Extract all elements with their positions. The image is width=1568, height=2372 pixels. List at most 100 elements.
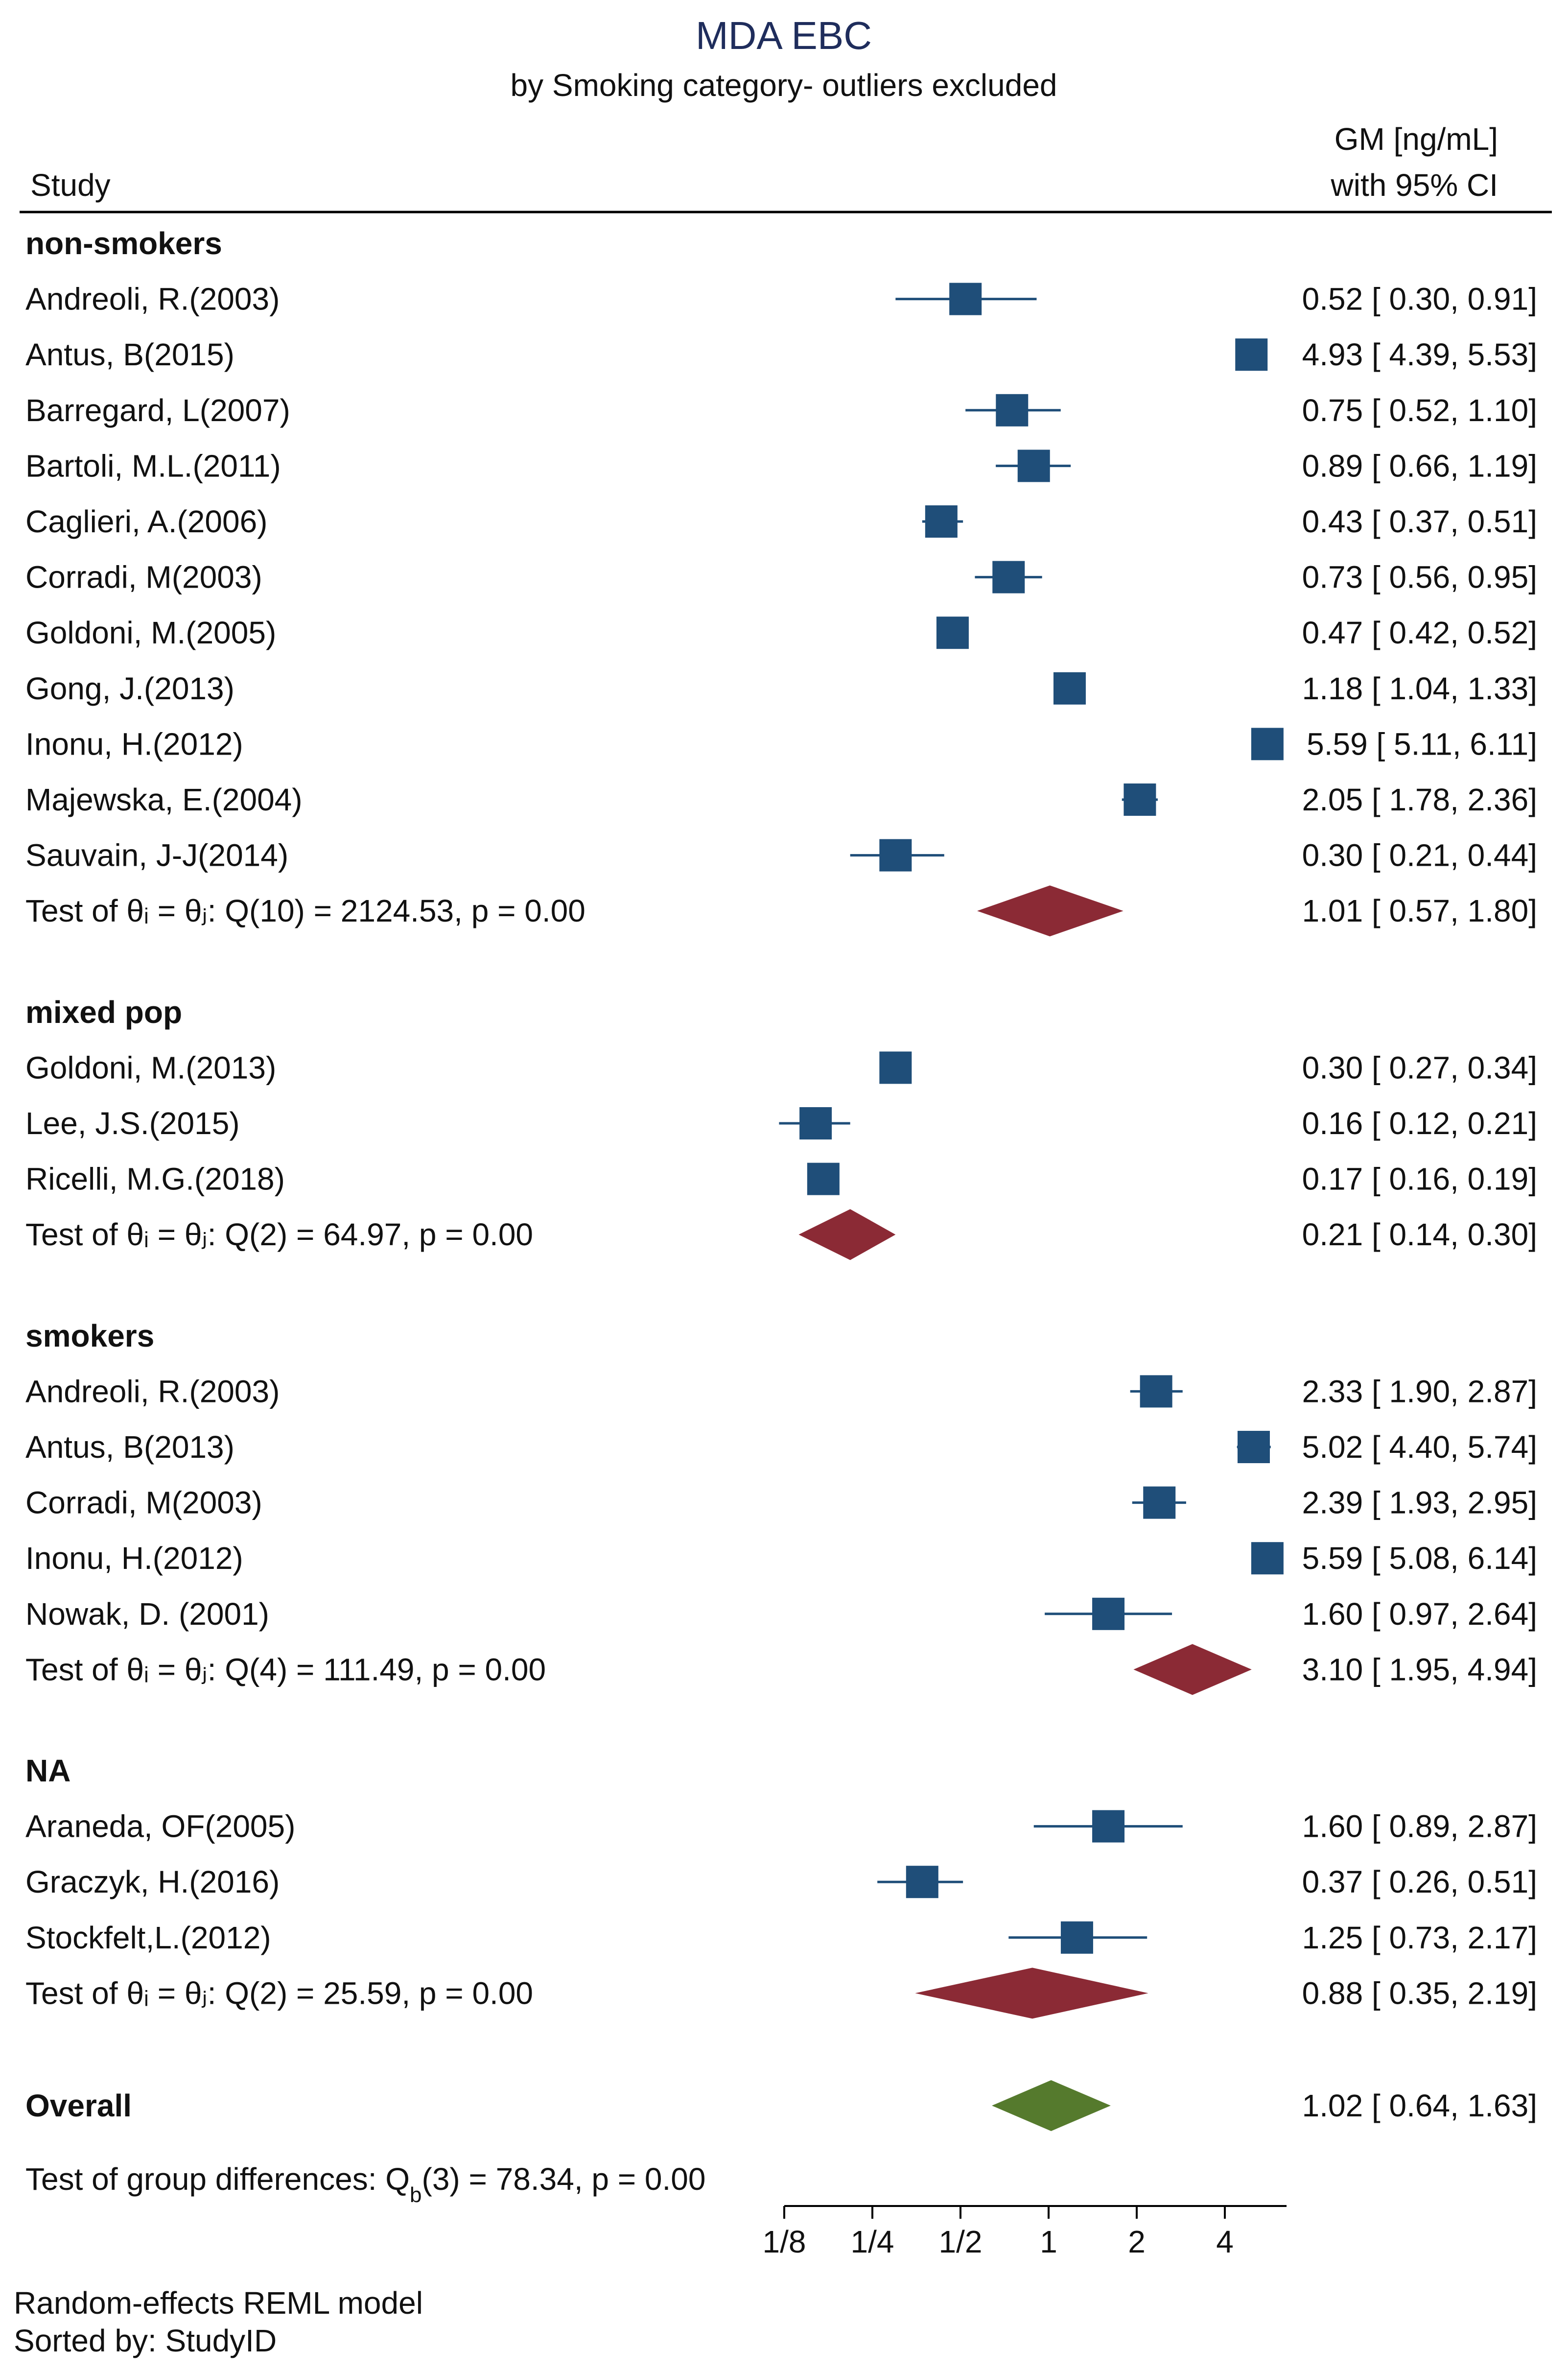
effect-column-header-line1: GM [ng/mL] <box>1334 121 1498 157</box>
study-row: Gong, J.(2013) 1.18 [ 1.04, 1.33] <box>25 671 1537 706</box>
study-marker <box>1237 1431 1270 1463</box>
study-label: Inonu, H.(2012) <box>25 726 243 761</box>
x-tick-label: 4 <box>1216 2224 1234 2259</box>
study-row: Andreoli, R.(2003) 2.33 [ 1.90, 2.87] <box>25 1374 1537 1409</box>
study-row: Stockfelt,L.(2012) 1.25 [ 0.73, 2.17] <box>25 1920 1537 1955</box>
study-marker <box>1123 783 1156 816</box>
study-label: Antus, B(2013) <box>25 1429 234 1465</box>
subgroup-diamond <box>1133 1644 1252 1695</box>
study-marker <box>936 617 969 649</box>
heterogeneity-test: Test of θᵢ = θⱼ: Q(2) = 64.97, p = 0.00 <box>25 1217 533 1252</box>
study-label: Inonu, H.(2012) <box>25 1541 243 1576</box>
study-row: Andreoli, R.(2003) 0.52 [ 0.30, 0.91] <box>25 282 1537 317</box>
estimate-text: 1.60 [ 0.97, 2.64] <box>1302 1596 1537 1632</box>
overall-diamond <box>992 2080 1111 2131</box>
study-row: Graczyk, H.(2016) 0.37 [ 0.26, 0.51] <box>25 1864 1537 1899</box>
estimate-text: 0.37 [ 0.26, 0.51] <box>1302 1864 1537 1899</box>
study-row: Araneda, OF(2005) 1.60 [ 0.89, 2.87] <box>25 1809 1537 1844</box>
estimate-text: 0.75 [ 0.52, 1.10] <box>1302 393 1537 428</box>
study-label: Caglieri, A.(2006) <box>25 504 267 539</box>
subgroup-diamond <box>798 1209 896 1260</box>
study-label: Andreoli, R.(2003) <box>25 1374 280 1409</box>
study-row: Nowak, D. (2001) 1.60 [ 0.97, 2.64] <box>25 1596 1537 1632</box>
subgroup-diamond <box>977 885 1123 937</box>
study-label: Antus, B(2015) <box>25 337 234 372</box>
study-label: Majewska, E.(2004) <box>25 782 303 817</box>
estimate-text: 1.25 [ 0.73, 2.17] <box>1302 1920 1537 1955</box>
x-axis: 1/8 1/4 1/2 1 2 4 <box>763 2205 1287 2259</box>
study-label: Corradi, M(2003) <box>25 560 262 595</box>
study-marker <box>799 1107 832 1139</box>
sort-note: Sorted by: StudyID <box>14 2323 277 2358</box>
group-heading: smokers <box>25 1318 154 1353</box>
study-marker <box>992 561 1025 593</box>
study-row: Antus, B(2015) 4.93 [ 4.39, 5.53] <box>25 337 1537 372</box>
estimate-text: 1.18 [ 1.04, 1.33] <box>1302 671 1537 706</box>
estimate-text: 0.43 [ 0.37, 0.51] <box>1302 504 1537 539</box>
study-row: Goldoni, M.(2013) 0.30 [ 0.27, 0.34] <box>25 1050 1537 1085</box>
study-marker <box>879 1051 912 1084</box>
estimate-text: 0.16 [ 0.12, 0.21] <box>1302 1106 1537 1141</box>
study-marker <box>1143 1486 1176 1519</box>
estimate-text: 2.05 [ 1.78, 2.36] <box>1302 782 1537 817</box>
study-label: Bartoli, M.L.(2011) <box>25 448 281 483</box>
estimate-text: 2.39 [ 1.93, 2.95] <box>1302 1485 1537 1520</box>
study-label: Nowak, D. (2001) <box>25 1596 269 1632</box>
study-row: Sauvain, J-J(2014) 0.30 [ 0.21, 0.44] <box>25 838 1537 873</box>
study-column-header: Study <box>30 167 111 203</box>
subgroup-estimate-text: 0.21 [ 0.14, 0.30] <box>1302 1217 1537 1252</box>
subgroup-estimate-text: 0.88 [ 0.35, 2.19] <box>1302 1975 1537 2011</box>
estimate-text: 4.93 [ 4.39, 5.53] <box>1302 337 1537 372</box>
estimate-text: 0.30 [ 0.27, 0.34] <box>1302 1050 1537 1085</box>
study-row: Lee, J.S.(2015) 0.16 [ 0.12, 0.21] <box>25 1106 1537 1141</box>
overall-row: Overall 1.02 [ 0.64, 1.63] <box>25 2080 1537 2131</box>
estimate-text: 0.17 [ 0.16, 0.19] <box>1302 1162 1537 1197</box>
study-label: Lee, J.S.(2015) <box>25 1106 240 1141</box>
study-marker <box>1053 672 1086 705</box>
study-marker <box>996 394 1029 427</box>
x-tick-label: 1/4 <box>851 2224 894 2259</box>
study-label: Stockfelt,L.(2012) <box>25 1920 271 1955</box>
group-heading: mixed pop <box>25 995 182 1030</box>
study-label: Corradi, M(2003) <box>25 1485 262 1520</box>
estimate-text: 0.30 [ 0.21, 0.44] <box>1302 838 1537 873</box>
subgroup-summary-row: Test of θᵢ = θⱼ: Q(2) = 25.59, p = 0.00 0… <box>25 1968 1537 2019</box>
subgroup-summary-row: Test of θᵢ = θⱼ: Q(2) = 64.97, p = 0.00 0… <box>25 1209 1537 1260</box>
study-label: Sauvain, J-J(2014) <box>25 838 288 873</box>
x-tick-label: 1/8 <box>763 2224 806 2259</box>
study-row: Corradi, M(2003) 0.73 [ 0.56, 0.95] <box>25 560 1537 595</box>
estimate-text: 5.59 [ 5.08, 6.14] <box>1302 1541 1537 1576</box>
heterogeneity-test: Test of θᵢ = θⱼ: Q(10) = 2124.53, p = 0.… <box>25 893 585 928</box>
study-label: Gong, J.(2013) <box>25 671 234 706</box>
estimate-text: 2.33 [ 1.90, 2.87] <box>1302 1374 1537 1409</box>
study-marker <box>1251 1542 1284 1575</box>
estimate-text: 0.47 [ 0.42, 0.52] <box>1302 615 1537 650</box>
x-tick-label: 1/2 <box>939 2224 983 2259</box>
study-label: Goldoni, M.(2005) <box>25 615 276 650</box>
effect-column-header-line2: with 95% CI <box>1331 167 1498 203</box>
study-marker <box>1140 1375 1172 1408</box>
group-heading: non-smokers <box>25 226 222 261</box>
study-label: Barregard, L(2007) <box>25 393 290 428</box>
estimate-text: 5.59 [ 5.11, 6.11] <box>1307 726 1537 761</box>
study-row: Goldoni, M.(2005) 0.47 [ 0.42, 0.52] <box>25 615 1537 650</box>
subgroup-summary-row: Test of θᵢ = θⱼ: Q(10) = 2124.53, p = 0.… <box>25 885 1537 937</box>
study-marker <box>879 839 912 872</box>
x-tick-label: 2 <box>1128 2224 1146 2259</box>
study-label: Goldoni, M.(2013) <box>25 1050 276 1085</box>
study-row: Antus, B(2013) 5.02 [ 4.40, 5.74] <box>25 1429 1537 1465</box>
study-row: Ricelli, M.G.(2018) 0.17 [ 0.16, 0.19] <box>25 1162 1537 1197</box>
group-differences-test: Test of group differences: Qb(3) = 78.34… <box>25 2161 705 2207</box>
chart-title: MDA EBC <box>696 14 872 57</box>
overall-estimate-text: 1.02 [ 0.64, 1.63] <box>1302 2088 1537 2123</box>
x-tick-label: 1 <box>1040 2224 1057 2259</box>
estimate-text: 0.52 [ 0.30, 0.91] <box>1302 282 1537 317</box>
plot-rows: non-smokers Andreoli, R.(2003) 0.52 [ 0.30… <box>25 226 1537 2207</box>
subgroup-estimate-text: 1.01 [ 0.57, 1.80] <box>1302 893 1537 928</box>
subgroup-estimate-text: 3.10 [ 1.95, 4.94] <box>1302 1652 1537 1687</box>
chart-subtitle: by Smoking category- outliers excluded <box>511 68 1057 103</box>
study-row: Majewska, E.(2004) 2.05 [ 1.78, 2.36] <box>25 782 1537 817</box>
study-marker <box>1092 1597 1125 1630</box>
study-label: Ricelli, M.G.(2018) <box>25 1162 285 1197</box>
study-marker <box>949 283 982 315</box>
